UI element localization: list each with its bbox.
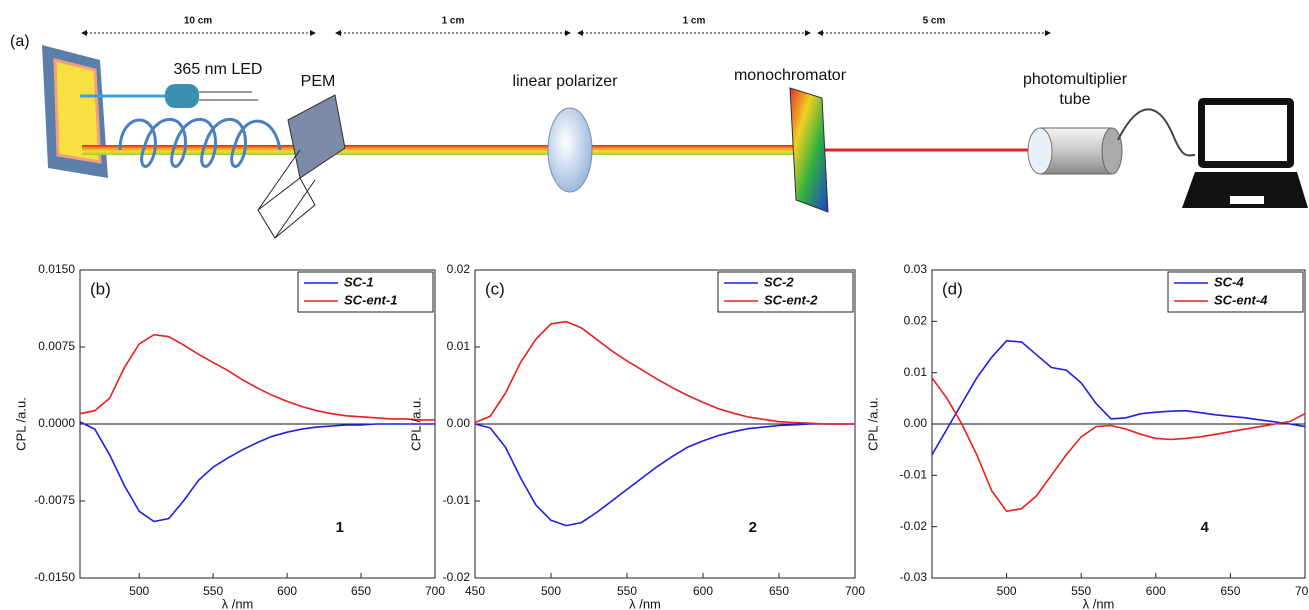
y-axis-label: CPL /a.u.: [408, 397, 423, 451]
y-tick-label: 0.01: [447, 339, 471, 353]
pem-bar: [274, 179, 316, 239]
legend-box: [717, 271, 854, 313]
legend-label: SC-4: [1214, 274, 1244, 289]
y-tick-label: -0.0075: [34, 493, 75, 507]
x-tick-label: 600: [277, 584, 297, 598]
x-tick-label: 600: [1146, 584, 1166, 598]
y-tick-label: -0.0150: [34, 570, 75, 584]
y-tick-label: -0.01: [900, 468, 928, 482]
series-line: [931, 377, 1306, 513]
y-axis-label: CPL /a.u.: [865, 397, 880, 451]
y-tick-label: -0.01: [443, 493, 471, 507]
panel-label: (a): [10, 33, 30, 50]
x-tick-label: 550: [617, 584, 637, 598]
x-tick-label: 700: [425, 584, 445, 598]
y-tick-label: 0.0075: [38, 339, 75, 353]
distance-label: 10 cm: [184, 16, 212, 27]
chart: -0.02 -0.01 0.00 0.01 0.02 450 500 550 600 650 700…: [408, 262, 865, 610]
y-tick-label: -0.02: [900, 519, 928, 533]
distance-label: 1 cm: [683, 16, 706, 27]
legend-label: SC-ent-1: [344, 292, 397, 307]
panel-label: (d): [942, 279, 963, 298]
detector-label: tube: [1059, 91, 1090, 108]
y-tick-label: 0.0150: [38, 262, 75, 276]
panel-label: (b): [90, 279, 111, 298]
chart: -0.0150 -0.0075 0.0000 0.0075 0.0150 500 550 60…: [13, 262, 445, 610]
annotation: 1: [336, 519, 344, 536]
legend-label: SC-ent-2: [764, 292, 818, 307]
pem-bar: [257, 177, 316, 239]
x-tick-label: 500: [129, 584, 149, 598]
monochromator-label: monochromator: [734, 67, 847, 84]
x-tick-label: 550: [1071, 584, 1091, 598]
y-tick-label: -0.03: [900, 570, 928, 584]
x-tick-label: 500: [541, 584, 561, 598]
touchpad: [1230, 196, 1264, 204]
distance-label: 1 cm: [442, 16, 465, 27]
sample: [53, 58, 102, 164]
x-tick-label: 500: [997, 584, 1017, 598]
legend-box: [297, 271, 434, 313]
y-tick-label: 0.00: [447, 416, 471, 430]
x-tick-label: 600: [693, 584, 713, 598]
series-line: [931, 339, 1306, 456]
x-axis-label: λ /nm: [1083, 596, 1115, 610]
series-line: [79, 421, 435, 523]
monochromator: [789, 87, 829, 213]
setup-schematic: (a) 10 cm 1 cm 1 cm 5 cm 365 nm LED PEM …: [10, 16, 1308, 239]
laptop-display: [1205, 105, 1287, 161]
x-tick-label: 650: [769, 584, 789, 598]
chart: -0.03 -0.02 -0.01 0.00 0.01 0.02 0.03 500 550 600…: [865, 262, 1309, 610]
series-line: [474, 320, 855, 425]
legend-label: SC-ent-4: [1214, 292, 1268, 307]
y-tick-label: 0.02: [904, 314, 928, 328]
pem-bar: [257, 149, 301, 211]
pem: [287, 94, 346, 179]
led: [165, 84, 199, 108]
series-line: [79, 333, 435, 421]
x-tick-label: 550: [203, 584, 223, 598]
cable: [1117, 108, 1196, 157]
light-beam: [82, 145, 807, 155]
x-tick-label: 700: [1295, 584, 1309, 598]
circular-polarization: [118, 117, 282, 168]
y-axis-label: CPL /a.u.: [13, 397, 28, 451]
pem-label: PEM: [301, 73, 336, 90]
x-axis-label: λ /nm: [629, 596, 661, 610]
legend-box: [1167, 271, 1304, 313]
x-tick-label: 700: [845, 584, 865, 598]
legend-label: SC-2: [764, 274, 794, 289]
y-tick-label: 0.01: [904, 365, 928, 379]
polarizer: [547, 107, 593, 193]
y-tick-label: -0.02: [443, 570, 471, 584]
legend-label: SC-1: [344, 274, 374, 289]
y-tick-label: 0.02: [447, 262, 471, 276]
y-tick-label: 0.00: [904, 416, 928, 430]
series-line: [474, 423, 855, 527]
pmt-window: [1027, 127, 1053, 175]
pmt-end: [1101, 127, 1123, 175]
polarizer-label: linear polarizer: [513, 73, 619, 90]
annotation: 2: [749, 519, 757, 536]
detector-label: photomultiplier: [1023, 71, 1128, 88]
x-axis-label: λ /nm: [222, 596, 254, 610]
y-tick-label: 0.03: [904, 262, 928, 276]
x-tick-label: 650: [1220, 584, 1240, 598]
distance-label: 5 cm: [923, 16, 946, 27]
x-tick-label: 650: [351, 584, 371, 598]
x-tick-label: 450: [465, 584, 485, 598]
annotation: 4: [1201, 519, 1210, 536]
laptop-base: [1182, 172, 1308, 208]
panel-label: (c): [485, 279, 505, 298]
led-label: 365 nm LED: [174, 61, 263, 78]
y-tick-label: 0.0000: [38, 416, 75, 430]
